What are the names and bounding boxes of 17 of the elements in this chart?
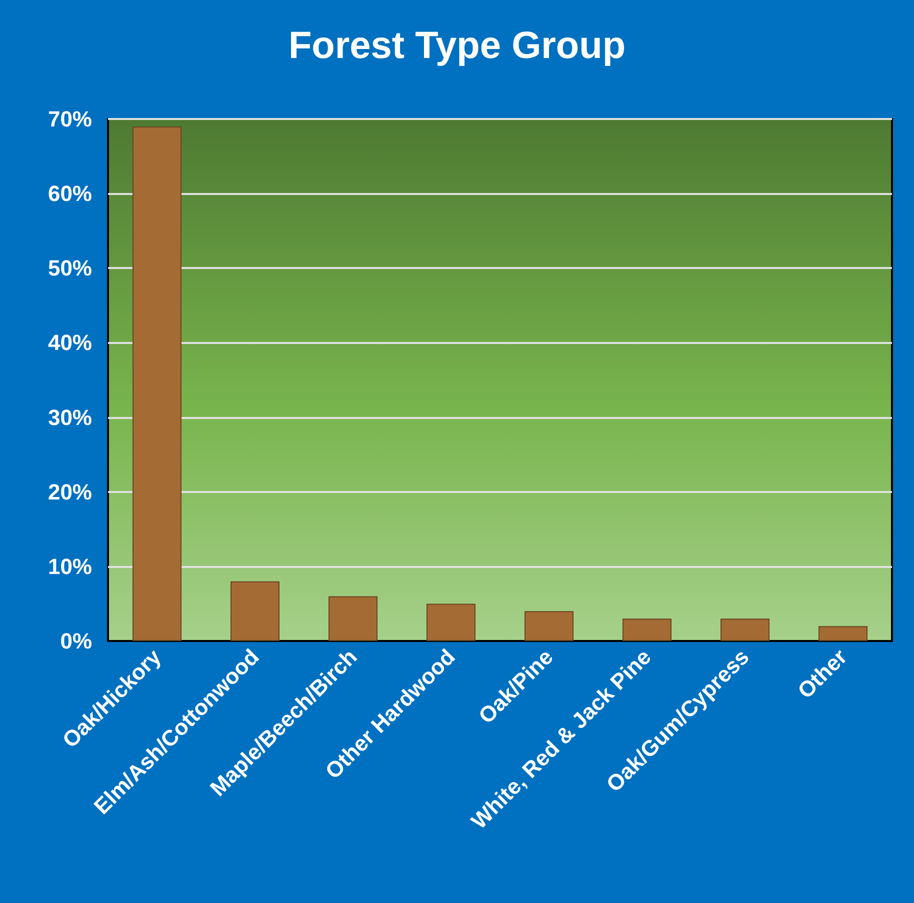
bar (818, 626, 868, 641)
chart-title: Forest Type Group (288, 25, 626, 67)
y-tick-label: 40% (48, 330, 92, 356)
bar (230, 581, 280, 641)
bar (426, 604, 476, 641)
y-tick-label: 20% (48, 479, 92, 504)
y-tick-label: 10% (48, 554, 92, 579)
y-tick-label: 70% (48, 106, 92, 132)
bar (524, 611, 574, 641)
y-tick-label: 50% (48, 256, 92, 281)
y-tick-label: 30% (48, 404, 92, 430)
y-tick-label: 60% (48, 181, 92, 206)
y-tick-label: 0% (60, 628, 92, 654)
bar (132, 126, 182, 641)
bar (622, 618, 672, 641)
bar (328, 596, 378, 641)
bar (720, 618, 770, 641)
